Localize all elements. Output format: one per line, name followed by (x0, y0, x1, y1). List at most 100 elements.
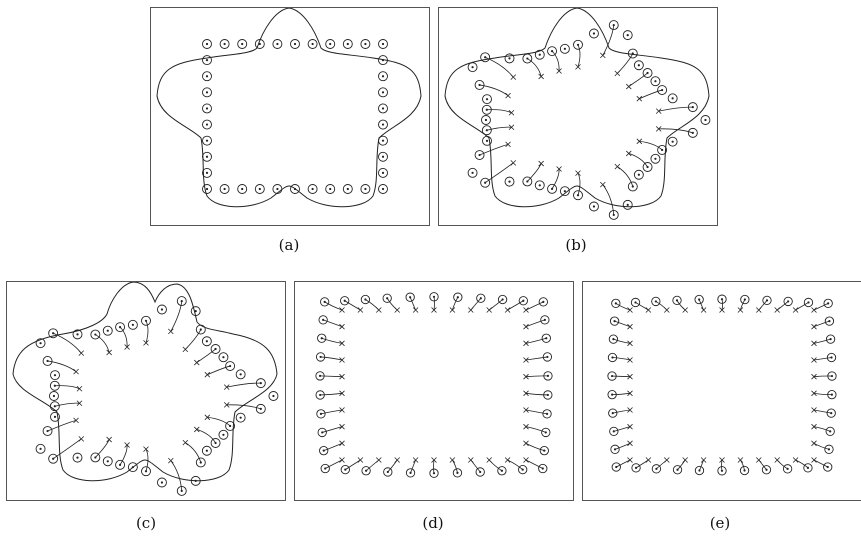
point-center (364, 298, 367, 301)
point-marker (320, 463, 330, 474)
point-center (222, 356, 225, 359)
point-center (386, 470, 389, 474)
point-marker (481, 125, 492, 136)
point-center (329, 187, 332, 191)
trajectory (484, 162, 514, 184)
point-center (321, 431, 324, 434)
point-center (563, 190, 566, 193)
point-center (501, 298, 504, 301)
target-cross (538, 73, 544, 80)
point-marker (453, 292, 463, 302)
point-center (691, 106, 694, 109)
point-marker (141, 315, 151, 326)
point-center (646, 165, 649, 169)
trajectory (628, 72, 648, 87)
point-center (205, 107, 209, 110)
point-center (807, 301, 810, 304)
point-center (272, 394, 275, 398)
point-center (765, 468, 768, 471)
point-center (324, 467, 327, 470)
point-center (485, 108, 488, 111)
point-center (698, 469, 701, 472)
point-marker (255, 403, 266, 414)
target-cross (168, 328, 174, 335)
point-center (478, 83, 481, 87)
point-center (550, 187, 554, 190)
point-center (205, 187, 209, 191)
point-center (241, 42, 244, 46)
target-cross (204, 414, 211, 421)
point-center (611, 356, 614, 359)
target-cross (627, 440, 633, 447)
point-marker (609, 316, 620, 326)
trajectory (452, 459, 458, 473)
point-center (94, 333, 97, 336)
point-marker (255, 378, 266, 389)
target-cross (412, 307, 419, 313)
point-center (613, 320, 616, 323)
point-marker (340, 464, 350, 475)
panel-b-drawing (444, 8, 711, 220)
trajectory (635, 459, 649, 469)
point-marker (467, 167, 478, 178)
trajectory (479, 84, 509, 96)
point-marker (48, 328, 59, 339)
trajectory (525, 392, 548, 396)
point-center (322, 318, 325, 321)
target-cross (645, 457, 652, 463)
point-center (311, 187, 314, 191)
point-center (612, 23, 615, 27)
point-marker (480, 177, 491, 188)
point-marker (694, 465, 705, 476)
target-cross (505, 141, 511, 148)
point-center (786, 467, 789, 470)
point-marker (547, 46, 558, 57)
trajectory (617, 166, 634, 187)
trajectory (323, 319, 343, 328)
point-center (344, 468, 347, 471)
point-marker (761, 465, 772, 475)
point-center (611, 412, 614, 415)
point-marker (378, 55, 388, 66)
point-marker (589, 201, 599, 212)
point-center (743, 298, 746, 301)
target-cross (811, 323, 817, 330)
point-marker (518, 296, 528, 306)
point-marker (573, 39, 583, 50)
point-center (199, 461, 202, 464)
point-center (322, 449, 325, 452)
point-marker (315, 352, 326, 362)
point-center (829, 430, 832, 433)
point-center (106, 329, 109, 332)
point-marker (474, 150, 485, 161)
trajectory (47, 419, 77, 432)
trajectory (196, 429, 216, 444)
point-marker (608, 334, 619, 344)
point-center (563, 47, 566, 50)
target-cross (143, 340, 149, 346)
point-center (654, 157, 657, 160)
panel-e-drawing (607, 294, 837, 476)
point-center (409, 471, 412, 474)
trajectory (185, 442, 202, 463)
point-marker (325, 39, 336, 49)
panel-b (438, 7, 718, 226)
trajectory (387, 459, 398, 473)
point-marker (378, 184, 388, 194)
point-center (205, 75, 209, 78)
point-marker (318, 315, 328, 325)
trajectory (488, 459, 503, 472)
target-cross (523, 323, 529, 330)
point-center (484, 56, 487, 59)
trajectory (325, 459, 343, 469)
point-center (364, 469, 368, 472)
point-marker (35, 443, 46, 454)
point-center (432, 295, 436, 298)
point-marker (651, 296, 661, 307)
point-marker (429, 292, 439, 302)
trajectory (433, 459, 435, 474)
trajectory (470, 459, 481, 473)
point-center (346, 187, 349, 191)
point-center (479, 297, 482, 300)
trajectory (658, 128, 693, 134)
